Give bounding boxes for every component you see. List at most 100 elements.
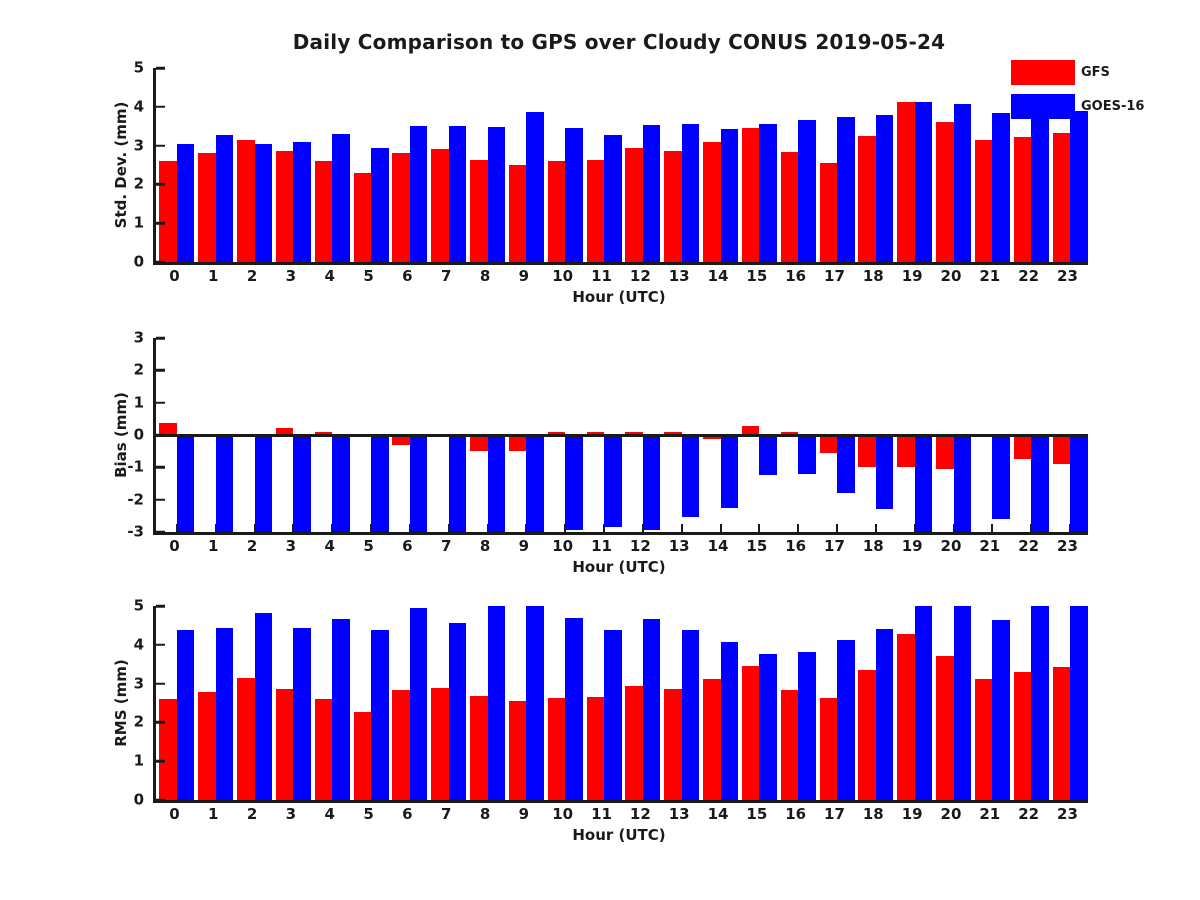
bar-goes-16-hour-10 bbox=[565, 435, 583, 531]
bar-goes-16-hour-17 bbox=[837, 435, 855, 494]
bar-goes-16-hour-22 bbox=[1031, 93, 1049, 262]
y-tick-mark bbox=[156, 401, 165, 404]
bar-gfs-hour-3 bbox=[275, 151, 294, 262]
x-tick-label: 0 bbox=[169, 805, 180, 823]
bar-goes-16-hour-10 bbox=[565, 128, 583, 262]
x-tick-label: 8 bbox=[479, 805, 491, 823]
x-tick-label: 22 bbox=[1018, 805, 1040, 823]
bar-gfs-hour-5 bbox=[353, 712, 372, 800]
x-tick-label: 22 bbox=[1018, 537, 1040, 555]
x-tick-label: 18 bbox=[862, 805, 884, 823]
x-tick-label: 17 bbox=[824, 537, 845, 555]
legend-label-goes-16: GOES-16 bbox=[1081, 99, 1145, 114]
y-tick-label: 1 bbox=[133, 393, 144, 412]
bar-gfs-hour-11 bbox=[586, 159, 605, 262]
bar-gfs-hour-9 bbox=[508, 165, 527, 262]
bar-goes-16-hour-17 bbox=[837, 639, 855, 800]
x-tick-label: 21 bbox=[979, 805, 1001, 823]
bar-gfs-hour-4 bbox=[314, 161, 333, 262]
x-tick-label: 9 bbox=[518, 805, 530, 823]
bar-group-hour-10 bbox=[544, 68, 583, 262]
x-tick-label: 15 bbox=[746, 805, 768, 823]
bar-group-hour-19 bbox=[894, 338, 933, 532]
bar-group-hour-5 bbox=[350, 606, 389, 800]
bar-goes-16-hour-0 bbox=[176, 630, 195, 800]
bar-group-hour-23 bbox=[1049, 338, 1088, 532]
bar-goes-16-hour-10 bbox=[565, 618, 583, 800]
bar-group-hour-3 bbox=[273, 338, 312, 532]
bar-gfs-hour-19 bbox=[897, 633, 915, 800]
bar-group-hour-18 bbox=[855, 338, 894, 532]
y-tick-label: 2 bbox=[133, 174, 144, 193]
bar-goes-16-hour-15 bbox=[759, 435, 777, 476]
bar-group-hour-8 bbox=[467, 338, 506, 532]
bar-goes-16-hour-15 bbox=[759, 124, 777, 262]
bar-gfs-hour-20 bbox=[936, 656, 954, 800]
y-tick-mark bbox=[156, 643, 165, 647]
x-tick-label: 1 bbox=[208, 805, 219, 823]
y-tick-label: -3 bbox=[127, 522, 144, 541]
bar-goes-16-hour-14 bbox=[720, 435, 739, 508]
bar-group-hour-11 bbox=[583, 606, 622, 800]
x-tick-label: 20 bbox=[940, 537, 962, 555]
bar-gfs-hour-14 bbox=[703, 678, 721, 800]
bar-group-hour-3 bbox=[273, 606, 312, 800]
x-tick-label: 19 bbox=[901, 805, 923, 823]
y-tick-mark bbox=[156, 105, 165, 109]
bar-group-hour-11 bbox=[583, 338, 622, 532]
x-tick-label: 6 bbox=[402, 805, 413, 823]
bar-goes-16-hour-15 bbox=[759, 654, 777, 800]
bar-gfs-hour-18 bbox=[858, 670, 876, 800]
x-tick-label: 2 bbox=[246, 537, 258, 555]
bar-gfs-hour-15 bbox=[741, 425, 760, 435]
bar-group-hour-2 bbox=[234, 606, 273, 800]
bar-goes-16-hour-19 bbox=[914, 435, 933, 532]
bar-gfs-hour-10 bbox=[547, 432, 566, 435]
bar-group-hour-16 bbox=[777, 68, 816, 262]
bar-group-hour-2 bbox=[234, 68, 273, 262]
bar-group-hour-13 bbox=[661, 606, 700, 800]
bar-group-hour-11 bbox=[583, 68, 622, 262]
bar-gfs-hour-21 bbox=[974, 139, 993, 262]
x-tick-mark bbox=[603, 524, 606, 532]
x-tick-label: 10 bbox=[552, 537, 574, 555]
bar-gfs-hour-0 bbox=[159, 699, 177, 800]
bar-gfs-hour-19 bbox=[897, 102, 915, 262]
bar-goes-16-hour-5 bbox=[371, 630, 389, 800]
legend-swatch-goes-16 bbox=[1011, 94, 1075, 119]
x-tick-label: 5 bbox=[363, 267, 374, 285]
y-tick-label: 0 bbox=[133, 425, 144, 444]
y-tick-label: 4 bbox=[133, 97, 144, 116]
bar-gfs-hour-7 bbox=[431, 149, 449, 262]
bar-goes-16-hour-7 bbox=[448, 622, 467, 800]
bar-goes-16-hour-6 bbox=[409, 126, 428, 262]
bar-goes-16-hour-5 bbox=[371, 435, 389, 532]
bar-gfs-hour-23 bbox=[1052, 133, 1071, 262]
bar-goes-16-hour-7 bbox=[448, 126, 467, 262]
bar-group-hour-15 bbox=[739, 338, 778, 532]
bar-goes-16-hour-6 bbox=[409, 435, 428, 532]
bar-group-hour-22 bbox=[1010, 68, 1049, 262]
bar-group-hour-16 bbox=[777, 606, 816, 800]
y-tick-label: 4 bbox=[133, 635, 144, 654]
x-tick-label: 19 bbox=[901, 267, 923, 285]
x-tick-label: 13 bbox=[668, 267, 690, 285]
bar-goes-16-hour-5 bbox=[371, 147, 389, 262]
bar-gfs-hour-14 bbox=[703, 435, 721, 439]
bar-group-hour-18 bbox=[855, 68, 894, 262]
x-tick-mark bbox=[836, 524, 839, 532]
y-tick-label: 2 bbox=[133, 712, 144, 731]
x-tick-label: 7 bbox=[440, 267, 452, 285]
x-tick-label: 11 bbox=[591, 805, 612, 823]
bar-goes-16-hour-13 bbox=[681, 630, 700, 800]
x-tick-label: 16 bbox=[785, 267, 807, 285]
y-tick-mark bbox=[156, 260, 165, 264]
x-tick-label: 19 bbox=[901, 537, 923, 555]
bar-gfs-hour-16 bbox=[780, 152, 799, 262]
x-tick-label: 3 bbox=[285, 267, 297, 285]
bar-goes-16-hour-2 bbox=[254, 435, 273, 532]
x-tick-label: 9 bbox=[518, 537, 530, 555]
bar-goes-16-hour-9 bbox=[526, 606, 544, 800]
bar-goes-16-hour-13 bbox=[681, 124, 700, 262]
bar-group-hour-22 bbox=[1010, 606, 1049, 800]
